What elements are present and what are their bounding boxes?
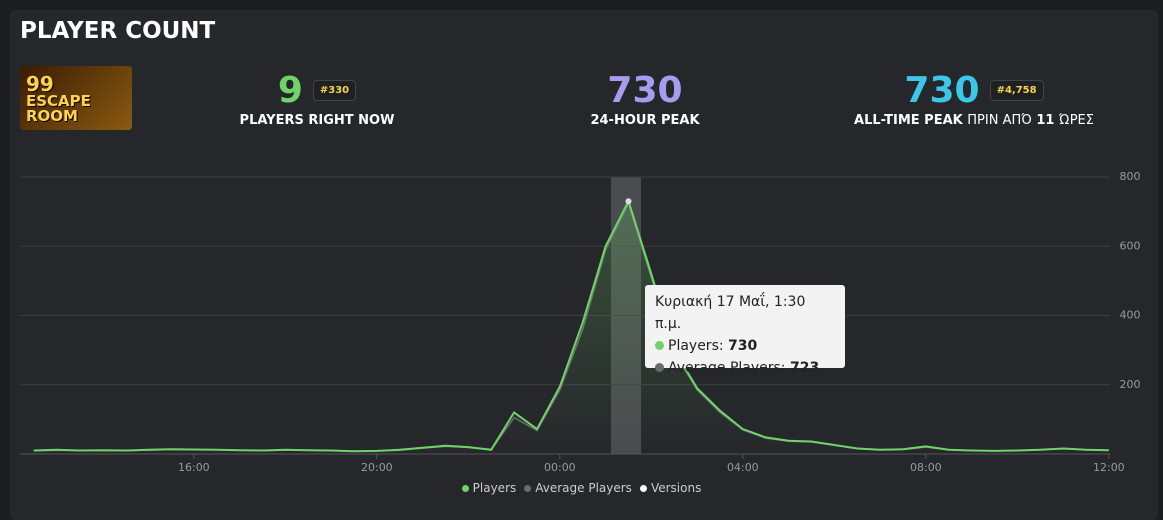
- stat: 730 24-HOUR PEAK: [545, 70, 745, 128]
- stat-label: 24-HOUR PEAK: [590, 113, 700, 128]
- x-tick-label: 16:00: [178, 461, 210, 474]
- area: [33, 201, 1109, 454]
- y-tick-label: 600: [1120, 239, 1141, 252]
- series-line: [33, 198, 1109, 453]
- stat-value: 730: [607, 70, 683, 111]
- tooltip: Κυριακή 17 Μαΐ, 1:30 π.μ. Players: 730 A…: [645, 285, 845, 376]
- x-tick-label: 00:00: [544, 461, 576, 474]
- legend-label: Players: [472, 481, 517, 495]
- stat-label: ALL-TIME PEAK ΠΡΙΝ ΑΠΌ 11 ΏΡΕΣ: [824, 113, 1124, 128]
- stat-value: 9: [277, 70, 303, 111]
- label-text: 11: [1036, 113, 1055, 128]
- legend-item[interactable]: Average Players: [524, 481, 632, 495]
- tooltip-label: Average Players:: [668, 360, 786, 376]
- tooltip-value: 723: [789, 360, 820, 376]
- title: PLAYER COUNT: [20, 18, 216, 44]
- label-text: ALL-TIME PEAK: [854, 113, 963, 128]
- legend-dot: [461, 485, 469, 492]
- legend-dot: [639, 485, 647, 492]
- logo-text: ROOM: [26, 107, 78, 125]
- legend: Players Average Players Versions: [0, 481, 1163, 495]
- x-tick-label: 08:00: [910, 461, 942, 474]
- tooltip-title: Κυριακή 17 Μαΐ, 1:30 π.μ.: [655, 294, 806, 332]
- stat-label: PLAYERS RIGHT NOW: [239, 113, 395, 128]
- legend-item[interactable]: Versions: [639, 481, 702, 495]
- label-text: ΠΡΙΝ ΑΠΌ: [967, 113, 1032, 128]
- tooltip-row: Average Players: 723: [655, 357, 835, 379]
- legend-item[interactable]: Players: [461, 481, 517, 495]
- y-tick-label: 400: [1120, 309, 1141, 322]
- x-tick-label: 20:00: [361, 461, 393, 474]
- stat: 9 #330 PLAYERS RIGHT NOW: [217, 70, 417, 128]
- label-text: ΏΡΕΣ: [1058, 113, 1094, 128]
- logo-text: ESCAPE: [26, 92, 91, 110]
- logo-text: 99: [26, 72, 54, 96]
- rank-badge: #4,758: [989, 80, 1044, 101]
- y-tick-label: 200: [1120, 378, 1141, 391]
- tooltip-label: Players:: [668, 338, 724, 354]
- tooltip-row: Players: 730: [655, 335, 835, 357]
- x-tick-label: 04:00: [727, 461, 759, 474]
- legend-dot: [524, 485, 532, 492]
- stat-value: 730: [904, 70, 980, 111]
- rank-badge: #330: [312, 80, 357, 101]
- dot: [655, 341, 664, 350]
- dot: [655, 363, 664, 372]
- stat: 730 #4,758 ALL-TIME PEAK ΠΡΙΝ ΑΠΌ 11 ΏΡΕΣ: [824, 70, 1124, 128]
- hover-point: [625, 198, 632, 205]
- y-tick-label: 800: [1120, 170, 1141, 183]
- legend-label: Versions: [650, 481, 702, 495]
- x-tick-label: 12:00: [1093, 461, 1125, 474]
- tooltip-value: 730: [728, 338, 758, 354]
- logo: 99 ESCAPE ROOM: [20, 66, 132, 130]
- legend-label: Average Players: [535, 481, 632, 495]
